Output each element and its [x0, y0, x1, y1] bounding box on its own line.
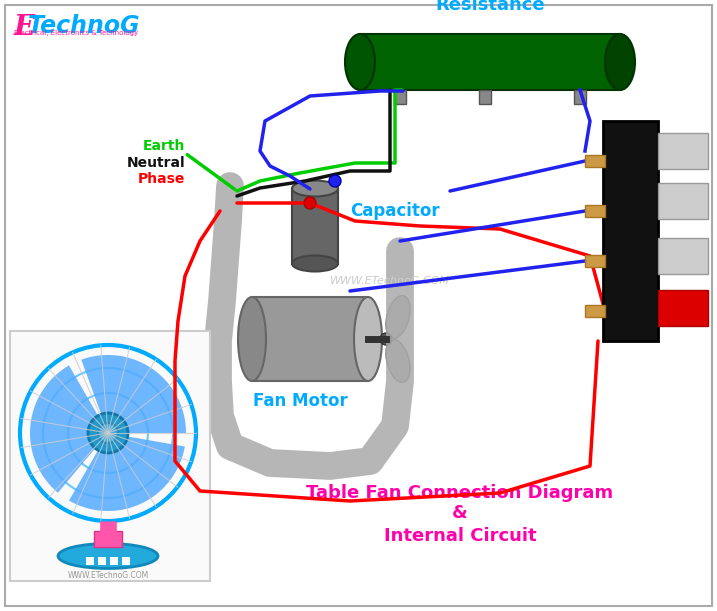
Ellipse shape [58, 544, 158, 568]
Bar [658, 183, 708, 219]
Bar [10, 331, 210, 581]
Bar [585, 155, 605, 167]
Circle shape [329, 175, 341, 187]
Ellipse shape [386, 340, 410, 382]
Text: Phase: Phase [138, 172, 185, 186]
Bar [122, 557, 130, 565]
Ellipse shape [386, 296, 410, 338]
Ellipse shape [605, 34, 635, 90]
Circle shape [88, 413, 128, 453]
Text: E: E [14, 14, 35, 41]
Circle shape [304, 197, 316, 209]
Bar [292, 189, 338, 263]
Polygon shape [30, 365, 98, 492]
Bar [479, 90, 491, 104]
Bar [574, 90, 586, 104]
Bar [658, 290, 708, 326]
Text: Resistance: Resistance [435, 0, 545, 14]
Circle shape [380, 333, 392, 345]
Polygon shape [81, 355, 186, 433]
Text: Internal Circuit: Internal Circuit [384, 527, 536, 545]
Bar [252, 297, 368, 381]
Ellipse shape [354, 297, 382, 381]
Bar [658, 133, 708, 169]
Text: Fan Motor: Fan Motor [252, 392, 347, 410]
Polygon shape [69, 436, 185, 511]
Text: Capacitor: Capacitor [350, 202, 440, 220]
Text: Neutral: Neutral [126, 156, 185, 170]
Bar [110, 557, 118, 565]
Bar [585, 305, 605, 317]
Text: WWW.ETechnoG.COM: WWW.ETechnoG.COM [67, 571, 148, 580]
Ellipse shape [238, 297, 266, 381]
Bar [94, 531, 122, 547]
Bar [86, 557, 94, 565]
Text: TechnoG: TechnoG [28, 14, 141, 38]
Bar [394, 90, 406, 104]
Text: Earth: Earth [143, 139, 185, 153]
Text: WWW.ETechnoG.COM: WWW.ETechnoG.COM [330, 276, 450, 286]
Ellipse shape [292, 255, 338, 271]
Bar [360, 34, 620, 90]
Bar [98, 557, 106, 565]
Circle shape [98, 423, 118, 443]
Bar [603, 121, 658, 341]
Bar [585, 255, 605, 267]
Bar [658, 238, 708, 274]
Bar [585, 205, 605, 217]
Text: Electrical, Electronics & Technology: Electrical, Electronics & Technology [14, 30, 138, 36]
Text: Table Fan Connection Diagram: Table Fan Connection Diagram [306, 484, 614, 502]
Text: &: & [452, 504, 468, 522]
Ellipse shape [345, 34, 375, 90]
Ellipse shape [292, 180, 338, 197]
